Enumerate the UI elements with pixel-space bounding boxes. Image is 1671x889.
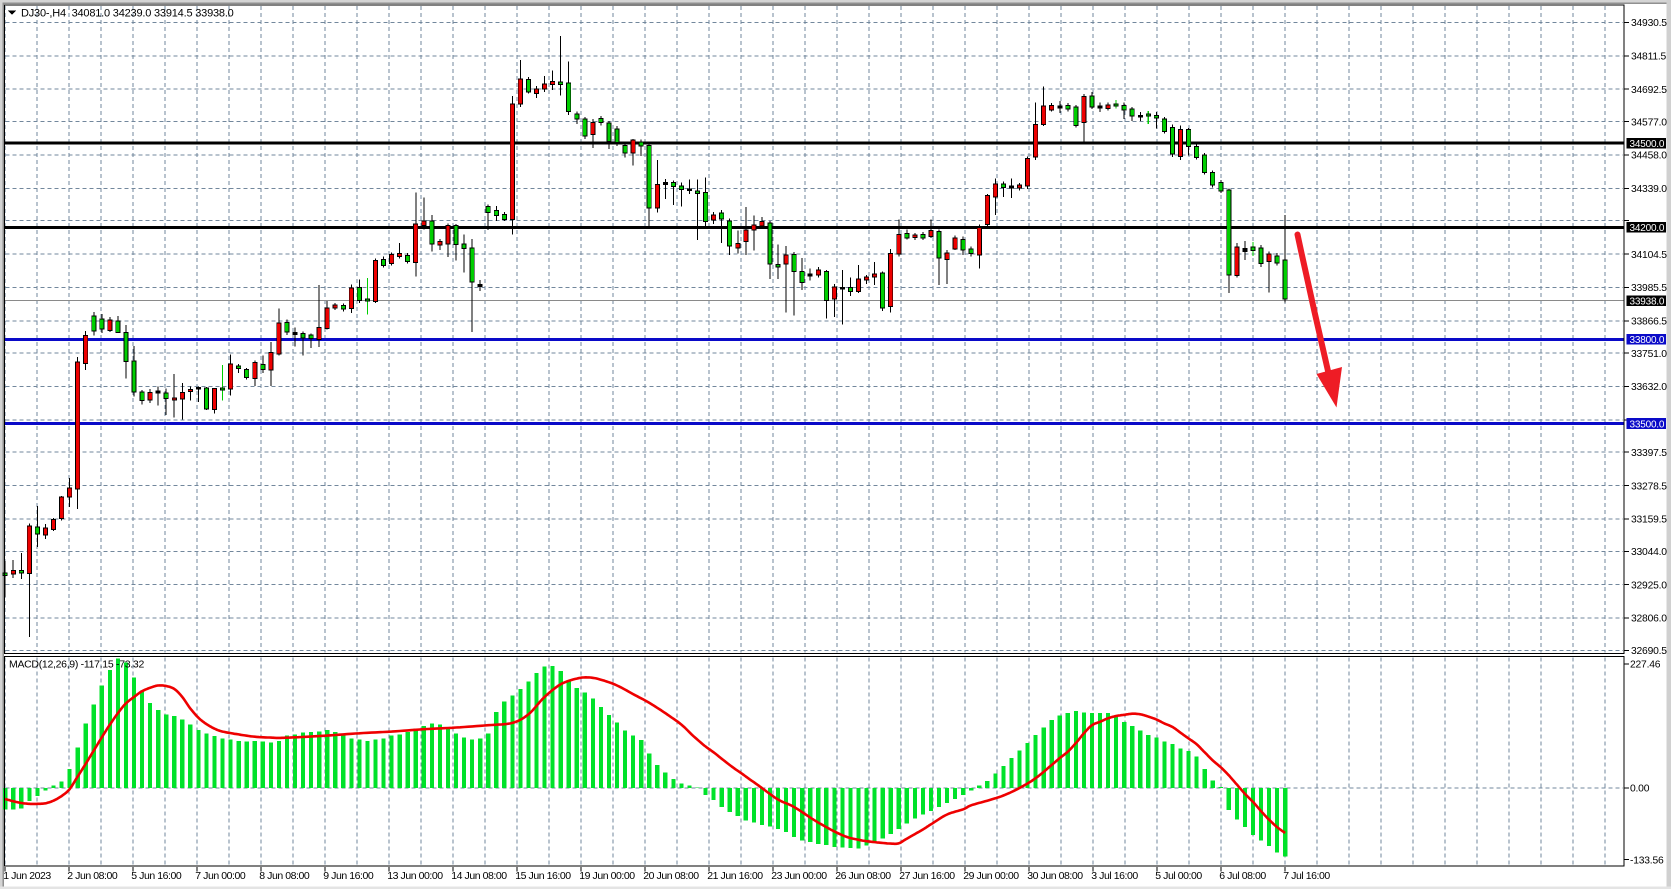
svg-text:9 Jun 16:00: 9 Jun 16:00 (323, 870, 374, 882)
svg-text:14 Jun 08:00: 14 Jun 08:00 (451, 870, 507, 882)
svg-text:13 Jun 00:00: 13 Jun 00:00 (387, 870, 443, 882)
svg-text:34577.0: 34577.0 (1631, 117, 1667, 128)
svg-text:6 Jul 08:00: 6 Jul 08:00 (1219, 870, 1266, 882)
svg-text:29 Jun 00:00: 29 Jun 00:00 (963, 870, 1019, 882)
svg-text:5 Jun 16:00: 5 Jun 16:00 (131, 870, 182, 882)
svg-text:0.00: 0.00 (1630, 784, 1650, 795)
svg-text:-133.56: -133.56 (1630, 855, 1664, 866)
svg-text:34458.0: 34458.0 (1631, 151, 1667, 162)
svg-text:34930.5: 34930.5 (1631, 18, 1667, 29)
svg-text:32806.0: 32806.0 (1631, 614, 1667, 625)
svg-text:33751.0: 33751.0 (1631, 349, 1667, 360)
svg-text:34500.0: 34500.0 (1630, 139, 1665, 150)
svg-text:34200.0: 34200.0 (1630, 223, 1665, 234)
svg-text:32925.0: 32925.0 (1631, 580, 1667, 591)
svg-text:3 Jul 16:00: 3 Jul 16:00 (1091, 870, 1138, 882)
svg-text:32690.5: 32690.5 (1631, 646, 1667, 657)
svg-text:27 Jun 16:00: 27 Jun 16:00 (899, 870, 955, 882)
svg-text:33159.5: 33159.5 (1631, 515, 1667, 526)
svg-text:33044.0: 33044.0 (1631, 547, 1667, 558)
svg-text:8 Jun 08:00: 8 Jun 08:00 (259, 870, 310, 882)
svg-text:34104.5: 34104.5 (1631, 250, 1667, 261)
svg-text:33866.5: 33866.5 (1631, 317, 1667, 328)
svg-text:23 Jun 00:00: 23 Jun 00:00 (771, 870, 827, 882)
svg-text:2 Jun 08:00: 2 Jun 08:00 (67, 870, 118, 882)
svg-text:26 Jun 08:00: 26 Jun 08:00 (835, 870, 891, 882)
svg-text:34811.5: 34811.5 (1631, 52, 1667, 63)
svg-text:33985.5: 33985.5 (1631, 283, 1667, 294)
svg-text:5 Jul 00:00: 5 Jul 00:00 (1155, 870, 1202, 882)
svg-text:21 Jun 16:00: 21 Jun 16:00 (707, 870, 763, 882)
svg-text:33278.5: 33278.5 (1631, 481, 1667, 492)
svg-text:33938.0: 33938.0 (1630, 297, 1665, 308)
svg-text:7 Jul 16:00: 7 Jul 16:00 (1283, 870, 1330, 882)
svg-text:MACD(12,26,9) -117.15 -73.32: MACD(12,26,9) -117.15 -73.32 (9, 659, 144, 671)
svg-text:33632.0: 33632.0 (1631, 382, 1667, 393)
svg-text:19 Jun 00:00: 19 Jun 00:00 (579, 870, 635, 882)
svg-text:33397.5: 33397.5 (1631, 448, 1667, 459)
svg-text:7 Jun 00:00: 7 Jun 00:00 (195, 870, 246, 882)
svg-text:33500.0: 33500.0 (1630, 419, 1665, 430)
svg-text:33800.0: 33800.0 (1630, 335, 1665, 346)
svg-text:34692.5: 34692.5 (1631, 85, 1667, 96)
svg-text:15 Jun 16:00: 15 Jun 16:00 (515, 870, 571, 882)
svg-text:34339.0: 34339.0 (1631, 184, 1667, 195)
svg-text:DJ30-,H4 34081.0 34239.0 3391: DJ30-,H4 34081.0 34239.0 33914.5 33938.0 (21, 8, 234, 20)
svg-text:227.46: 227.46 (1630, 660, 1661, 671)
svg-text:20 Jun 08:00: 20 Jun 08:00 (643, 870, 699, 882)
svg-text:1 Jun 2023: 1 Jun 2023 (3, 870, 51, 882)
svg-text:30 Jun 08:00: 30 Jun 08:00 (1027, 870, 1083, 882)
